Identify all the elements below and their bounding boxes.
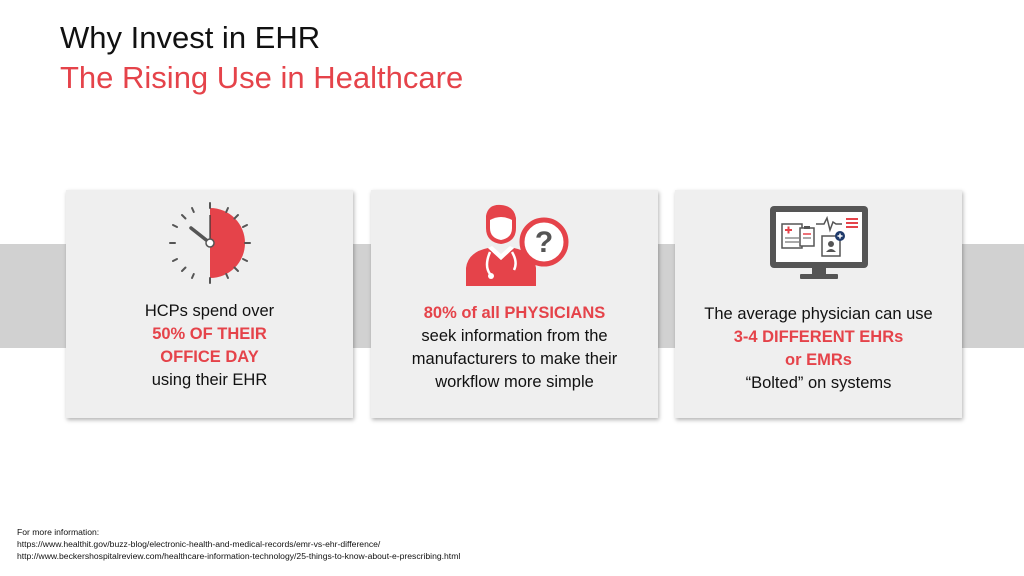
slide-title: Why Invest in EHR <box>60 20 321 55</box>
svg-text:?: ? <box>534 226 552 259</box>
stat-text: The average physician can use 3-4 DIFFER… <box>675 303 962 395</box>
stat-highlight: or EMRs <box>785 351 852 369</box>
stat-line: The average physician can use <box>704 305 933 323</box>
stat-line: “Bolted” on systems <box>745 374 892 392</box>
stat-highlight: OFFICE DAY <box>160 348 259 366</box>
stat-highlight: 3-4 DIFFERENT EHRs <box>733 328 904 346</box>
clock-icon <box>162 202 258 289</box>
stat-highlight: 50% OF THEIR <box>152 325 267 343</box>
stat-line: using their EHR <box>151 371 268 389</box>
stat-text: HCPs spend over 50% OF THEIR OFFICE DAY … <box>66 300 353 392</box>
physician-question-icon: ? <box>460 202 570 291</box>
footnote: For more information: https://www.health… <box>17 526 460 562</box>
stat-text: 80% of all PHYSICIANS seek information f… <box>371 302 658 394</box>
footnote-link[interactable]: http://www.beckershospitalreview.com/hea… <box>17 551 461 561</box>
stat-highlight: 80% of all PHYSICIANS <box>423 304 606 322</box>
stat-line: HCPs spend over <box>144 302 275 320</box>
stat-card-ehrs: The average physician can use 3-4 DIFFER… <box>675 190 962 418</box>
stat-line: manufacturers to make their <box>411 350 618 368</box>
stat-line: workflow more simple <box>435 373 594 391</box>
footnote-heading: For more information: <box>17 527 100 537</box>
slide-subtitle: The Rising Use in Healthcare <box>60 60 464 95</box>
monitor-records-icon <box>764 202 874 287</box>
stat-line: seek information from the <box>421 327 608 345</box>
footnote-link[interactable]: https://www.healthit.gov/buzz-blog/elect… <box>17 539 381 549</box>
stat-card-office-day: HCPs spend over 50% OF THEIR OFFICE DAY … <box>66 190 353 418</box>
stat-card-physicians: ? 80% of all PHYSICIANS seek information… <box>371 190 658 418</box>
